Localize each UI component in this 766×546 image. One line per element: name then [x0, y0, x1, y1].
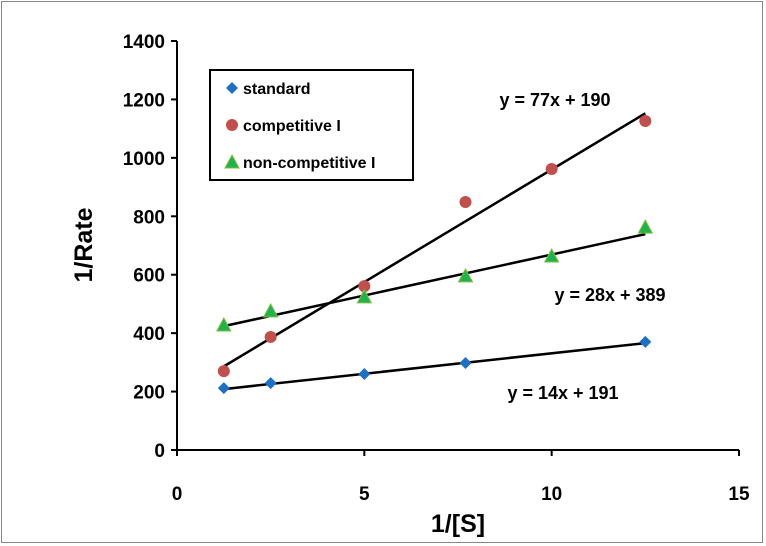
legend-label: non-competitive I: [243, 155, 375, 172]
y-axis-label: 1/Rate: [70, 207, 98, 282]
data-point-triangle: [262, 302, 279, 318]
legend-label: competitive I: [243, 118, 341, 135]
legend-label: standard: [243, 81, 311, 98]
trendline-equation: y = 14x + 191: [507, 383, 618, 403]
trendline-equation: y = 28x + 389: [554, 285, 665, 305]
y-tick-label: 600: [133, 266, 165, 287]
data-point-diamond: [226, 82, 238, 94]
y-tick-label: 1000: [123, 149, 165, 170]
trendline: [223, 232, 646, 328]
y-tick-label: 0: [154, 441, 165, 462]
data-point-diamond: [217, 382, 230, 395]
legend: standard competitive I non-competitive I: [209, 69, 414, 181]
trendline: [223, 112, 646, 368]
data-point-circle: [358, 280, 371, 293]
data-point-circle: [545, 162, 558, 175]
trendline: [223, 341, 646, 391]
data-point-triangle: [356, 288, 373, 304]
legend-box: [209, 69, 414, 181]
data-point-diamond: [459, 356, 472, 369]
data-point-triangle: [637, 219, 654, 234]
data-point-triangle: [224, 153, 240, 169]
data-point-diamond: [264, 377, 277, 390]
data-point-diamond: [639, 335, 652, 348]
data-point-circle: [264, 330, 277, 343]
y-tick-label: 800: [133, 207, 165, 228]
data-point-triangle: [457, 267, 474, 283]
x-tick-label: 5: [359, 484, 370, 505]
x-tick-label: 10: [541, 484, 562, 505]
data-point-circle: [226, 119, 238, 131]
data-point-diamond: [358, 368, 371, 381]
x-tick-label: 15: [728, 484, 750, 505]
y-tick-label: 400: [133, 324, 165, 345]
y-tick-label: 1200: [123, 90, 165, 111]
y-tick-label: 200: [133, 383, 165, 404]
x-axis-label: 1/[S]: [431, 510, 485, 538]
data-point-triangle: [215, 316, 232, 332]
data-point-circle: [639, 115, 652, 128]
data-point-circle: [459, 195, 472, 208]
data-point-triangle: [543, 247, 560, 263]
y-tick-label: 1400: [123, 32, 165, 53]
trendline-equation: y = 77x + 190: [499, 90, 610, 110]
data-point-circle: [217, 365, 230, 378]
x-tick-label: 0: [172, 484, 183, 505]
